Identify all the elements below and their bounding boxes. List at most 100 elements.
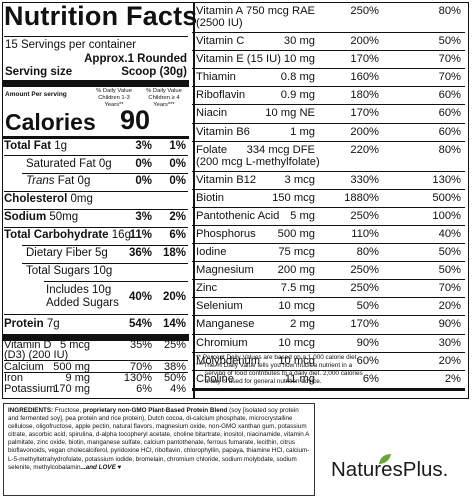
nutrient-row-choline: Choline 11 mg 6% 2%	[192, 373, 465, 391]
nutrient-amount: 30 mg	[283, 35, 315, 47]
footnote-line: serving of food contributes to a daily d…	[205, 370, 363, 377]
nutrient-amount: 150 mcg	[272, 191, 315, 204]
dv-children-4: 90%	[438, 318, 461, 331]
potassium-amount: 170 mg	[53, 383, 90, 395]
nutrient-name: Folate	[196, 143, 228, 156]
row-rule	[4, 209, 188, 210]
row-rule	[192, 122, 465, 124]
nutrient-row-vitamin-c: Vitamin C 30 mg 200% 50%	[192, 35, 465, 53]
nutrient-row-riboflavin: Riboflavin 0.9 mg 180% 60%	[192, 89, 465, 107]
row-rule	[192, 104, 465, 106]
nutrient-amount: 1 mg	[290, 125, 315, 138]
footnote-line: ***The % Daily Value tells you how much …	[196, 362, 353, 369]
nutrient-row-molybdenum: Molybdenum 10 mcg 60% 20%	[192, 355, 465, 373]
dv-children-1-3: 90%	[356, 336, 379, 349]
row-rule	[192, 279, 465, 281]
dv-children-4: 60%	[438, 89, 461, 102]
nutrient-row-vitamin-b12: Vitamin B12 3 mcg 330% 130%	[192, 174, 465, 192]
row-rule	[192, 297, 465, 299]
nutrient-name-line2: (200 mcg L-methylfolate)	[196, 155, 320, 168]
protein-thick-rule	[3, 334, 189, 341]
ingredients-text-a: Fructose,	[53, 407, 83, 414]
row-rule	[4, 191, 188, 192]
nutrient-row-selenium: Selenium 10 mcg 50% 20%	[192, 300, 465, 318]
dv-children-1-3: 50%	[356, 300, 379, 313]
dv-children-4: 20%	[438, 354, 461, 367]
footnotes: ** Percent Daily Values are based on a 1…	[196, 354, 466, 386]
nutrient-row-magnesium: Magnesium 200 mg 250% 50%	[192, 264, 465, 282]
naturesplus-logo: NaturesPlus.	[331, 454, 471, 488]
nutrient-amount: 10 mcg	[278, 336, 315, 349]
nutrient-name: Magnesium	[196, 264, 254, 277]
nutrient-name: Thiamin	[196, 71, 236, 84]
row-rule	[192, 140, 465, 142]
potassium-dv-1-3: 6%	[136, 383, 152, 395]
nutrient-amount: 10 mcg	[278, 300, 315, 313]
row-rule	[192, 86, 465, 88]
ingredients-ending: ...and LOVE ♥	[80, 463, 122, 471]
nutrient-amount: 10 mcg	[278, 354, 315, 367]
calories-label: Calories	[5, 109, 96, 135]
row-rule	[22, 173, 188, 174]
nutrient-row-folate: Folate (200 mcg L-methylfolate) 334 mcg DF…	[192, 144, 465, 174]
potassium-dv-4: 4%	[170, 383, 186, 395]
panel-title: Nutrition Facts	[4, 1, 198, 31]
nutrient-amount: 75 mcg	[278, 246, 315, 258]
row-rule	[4, 314, 188, 315]
nutrient-amount: 0.8 mg	[280, 71, 315, 84]
row-rule	[192, 387, 465, 391]
row-rule	[4, 227, 188, 228]
nutrient-amount: 0.9 mg	[280, 89, 315, 102]
dv-children-4: 70%	[438, 53, 461, 66]
nutrient-name: Vitamin B12	[196, 173, 257, 186]
dv-children-4: 50%	[438, 246, 461, 258]
nutrient-amount: 7.5 mg	[280, 282, 315, 295]
row-rule	[4, 360, 188, 361]
dv-children-4: 70%	[438, 282, 461, 295]
dv-children-4: 20%	[438, 300, 461, 313]
dv-children-1-3: 160%	[350, 71, 379, 84]
nutrient-name: Molybdenum	[196, 354, 261, 367]
dv-header-children-1-3: % Daily Value Children 1-3 Years**	[96, 88, 132, 108]
nutrient-row-added-sugars: Includes 10g Added Sugars 40% 20%	[46, 284, 186, 309]
nutrient-row-vitamin-d: Vitamin D (D3) (200 IU) 5 mcg 35% 25%	[4, 339, 186, 361]
dv-children-1-3: 170%	[350, 53, 379, 66]
nutrient-name: Vitamin C	[196, 35, 245, 47]
nutrient-amount: 750 mcg RAE	[245, 5, 315, 17]
column-divider	[193, 3, 195, 398]
serving-size-label: Serving size	[5, 66, 73, 78]
nutrient-row-niacin: Niacin 10 mg NE 170% 60%	[192, 107, 465, 125]
row-rule	[192, 369, 465, 371]
nutrient-name: Zinc	[196, 282, 218, 295]
nutrient-amount: 200 mg	[277, 264, 315, 277]
nutrient-name: Pantothenic Acid	[196, 209, 280, 222]
calories-value: 90	[120, 105, 151, 135]
nutrient-row-biotin: Biotin 150 mcg 1880% 500%	[192, 192, 465, 210]
nutrient-amount: 10 mg NE	[265, 107, 315, 120]
row-rule	[192, 170, 465, 172]
nutrient-row-thiamin: Thiamin 0.8 mg 160% 70%	[192, 71, 465, 89]
dv-children-1-3: 60%	[356, 354, 379, 367]
nutrient-name: Vitamin A	[196, 5, 244, 17]
row-rule	[192, 68, 465, 70]
nutrient-row-zinc: Zinc 7.5 mg 250% 70%	[192, 282, 465, 300]
nutrient-name: Biotin	[196, 191, 224, 204]
amount-per-serving: Amount Per serving	[5, 91, 67, 98]
dv-children-1-3: 170%	[350, 318, 379, 331]
nutrient-amount: 500 mg	[277, 227, 315, 240]
dv-children-4: 80%	[438, 143, 461, 156]
row-rule	[192, 32, 465, 33]
ingredients-box: INGREDIENTS: Fructose, proprietary non-G…	[3, 403, 315, 496]
nutrient-name: Vitamin E (15 IU)	[196, 53, 281, 66]
nutrient-row-chromium: Chromium 10 mcg 90% 30%	[192, 337, 465, 355]
dv-children-4: 40%	[438, 227, 461, 240]
dv-children-1-3: 250%	[350, 5, 379, 17]
row-rule	[22, 245, 188, 246]
row-rule	[192, 261, 465, 263]
nutrient-name: Iodine	[196, 246, 227, 258]
dv-children-1-3: 80%	[356, 246, 379, 258]
dv-children-4: 60%	[438, 125, 461, 138]
dv-children-4: 50%	[438, 35, 461, 47]
nutrition-facts-panel	[2, 2, 469, 399]
row-rule	[192, 206, 465, 208]
